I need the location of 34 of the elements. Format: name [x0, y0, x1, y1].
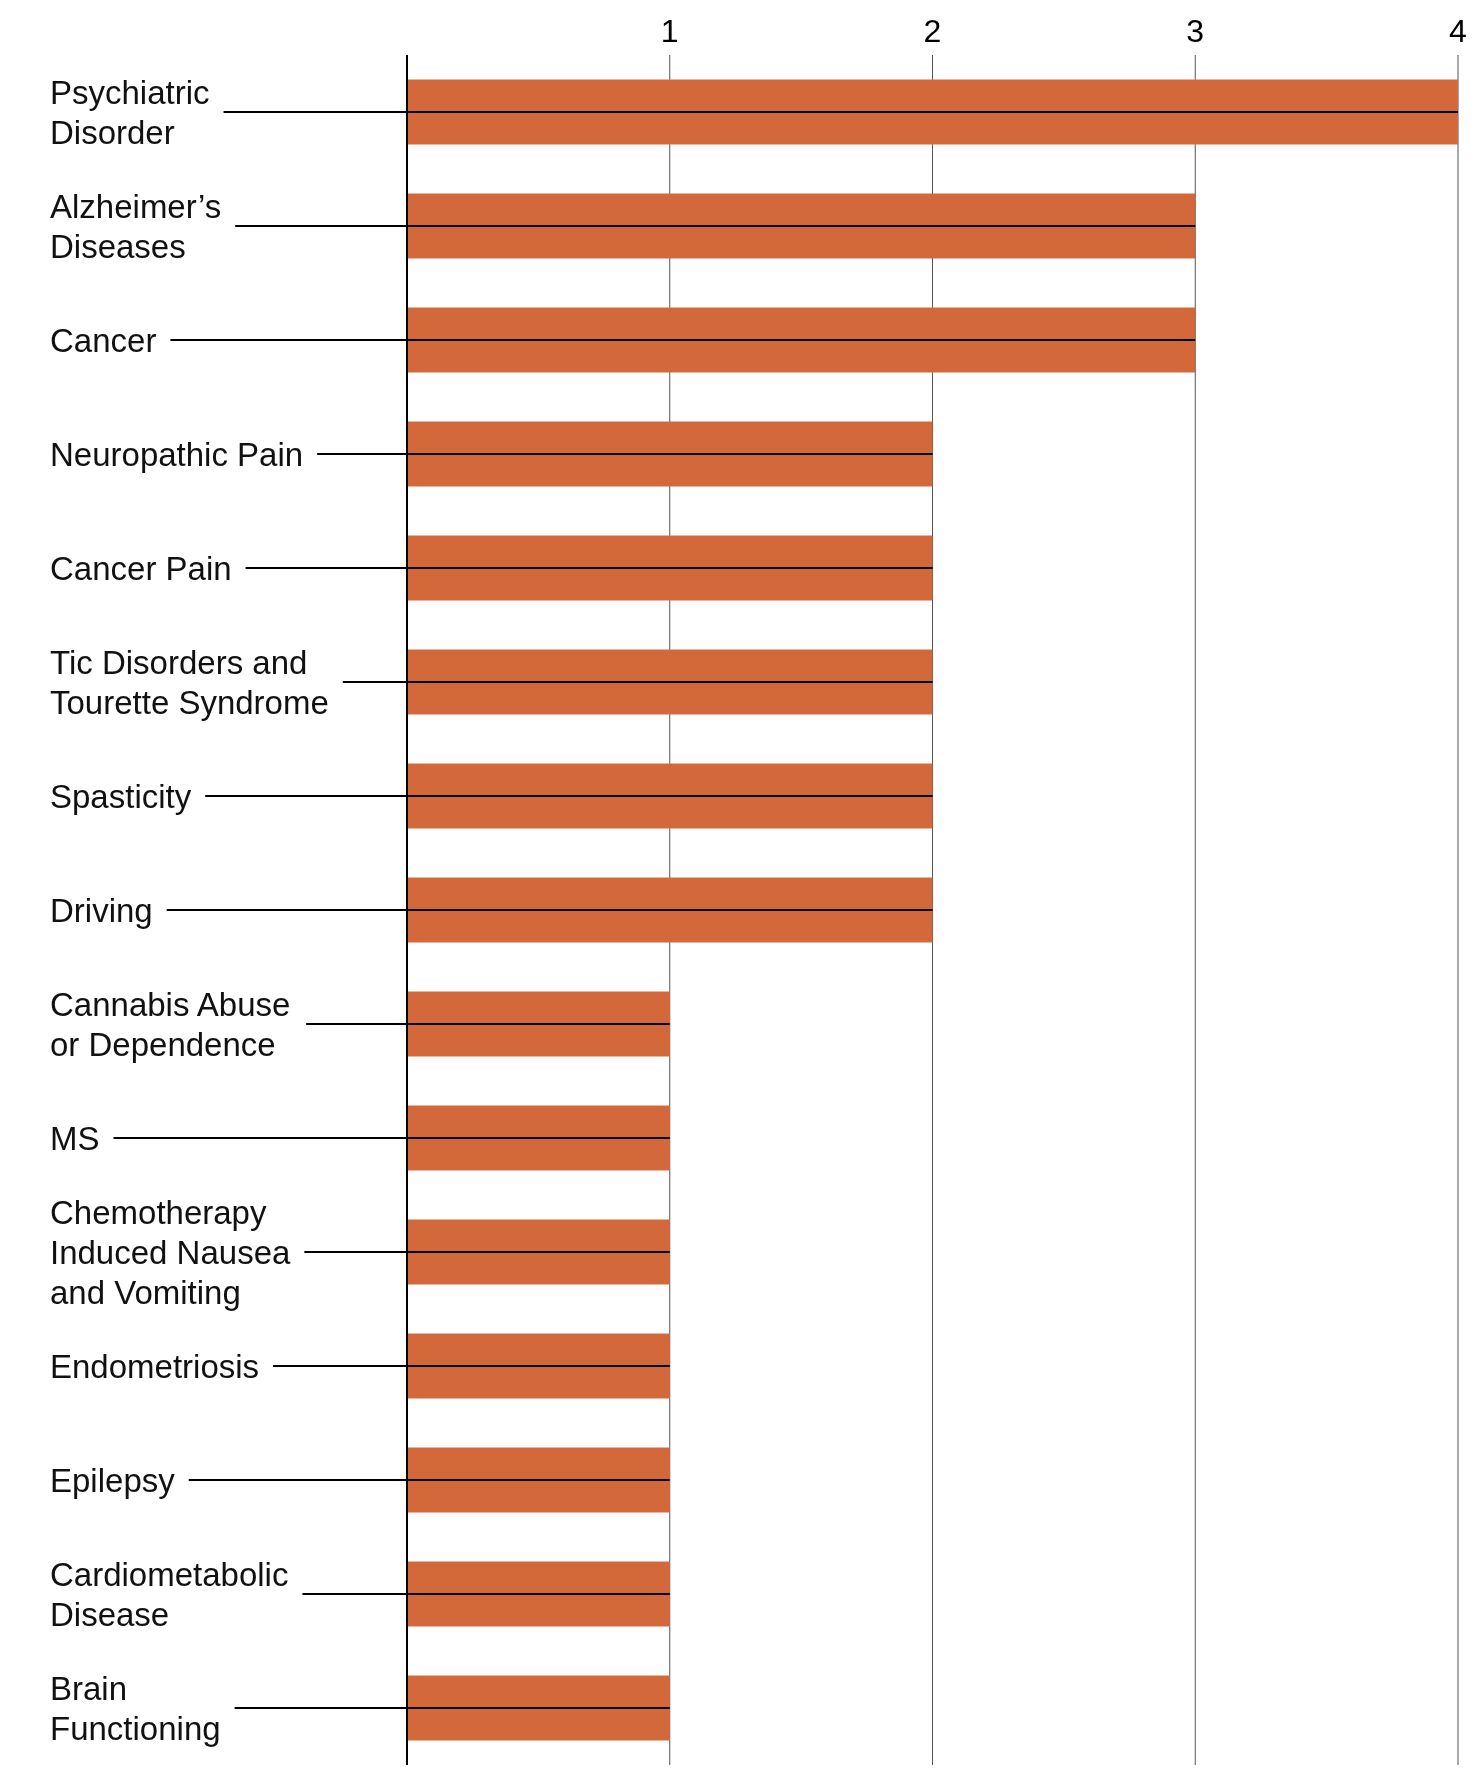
- y-tick-label: Driving: [50, 891, 153, 929]
- x-tick-label: 1: [660, 13, 679, 49]
- bar: [407, 877, 933, 943]
- bar: [407, 1447, 670, 1513]
- bar: [407, 79, 1458, 145]
- y-tick-label: Endometriosis: [50, 1347, 260, 1385]
- y-tick-label: Cannabis Abuse or Dependence: [50, 985, 291, 1063]
- x-tick-label: 3: [1186, 13, 1205, 49]
- bar: [407, 307, 1196, 373]
- bar: [407, 763, 933, 829]
- bar: [407, 193, 1196, 259]
- bar: [407, 1333, 670, 1399]
- y-tick-label: Psychiatric Disorder: [50, 73, 210, 151]
- x-tick-label: 4: [1449, 13, 1467, 49]
- y-tick-label: Brain Functioning: [50, 1669, 221, 1747]
- bar: [407, 535, 933, 601]
- y-tick-label: Spasticity: [50, 777, 192, 815]
- y-tick-label: Neuropathic Pain: [50, 435, 304, 473]
- y-tick-label: Tic Disorders and Tourette Syndrome: [50, 643, 329, 721]
- bar: [407, 1105, 670, 1171]
- x-tick-label: 2: [923, 13, 942, 49]
- y-tick-label: Cardiometabolic Disease: [50, 1555, 289, 1633]
- bar: [407, 1675, 670, 1741]
- bar: [407, 1219, 670, 1285]
- y-tick-label: MS: [50, 1119, 100, 1157]
- bar: [407, 421, 933, 487]
- y-tick-label: Cancer: [50, 321, 157, 359]
- y-tick-label: Cancer Pain: [50, 549, 232, 587]
- bar: [407, 649, 933, 715]
- y-tick-label: Epilepsy: [50, 1461, 176, 1499]
- y-tick-label: Chemotherapy Induced Nausea and Vomiting: [50, 1193, 291, 1311]
- bar: [407, 991, 670, 1057]
- y-tick-label: Alzheimer’s Diseases: [50, 187, 222, 265]
- bar: [407, 1561, 670, 1627]
